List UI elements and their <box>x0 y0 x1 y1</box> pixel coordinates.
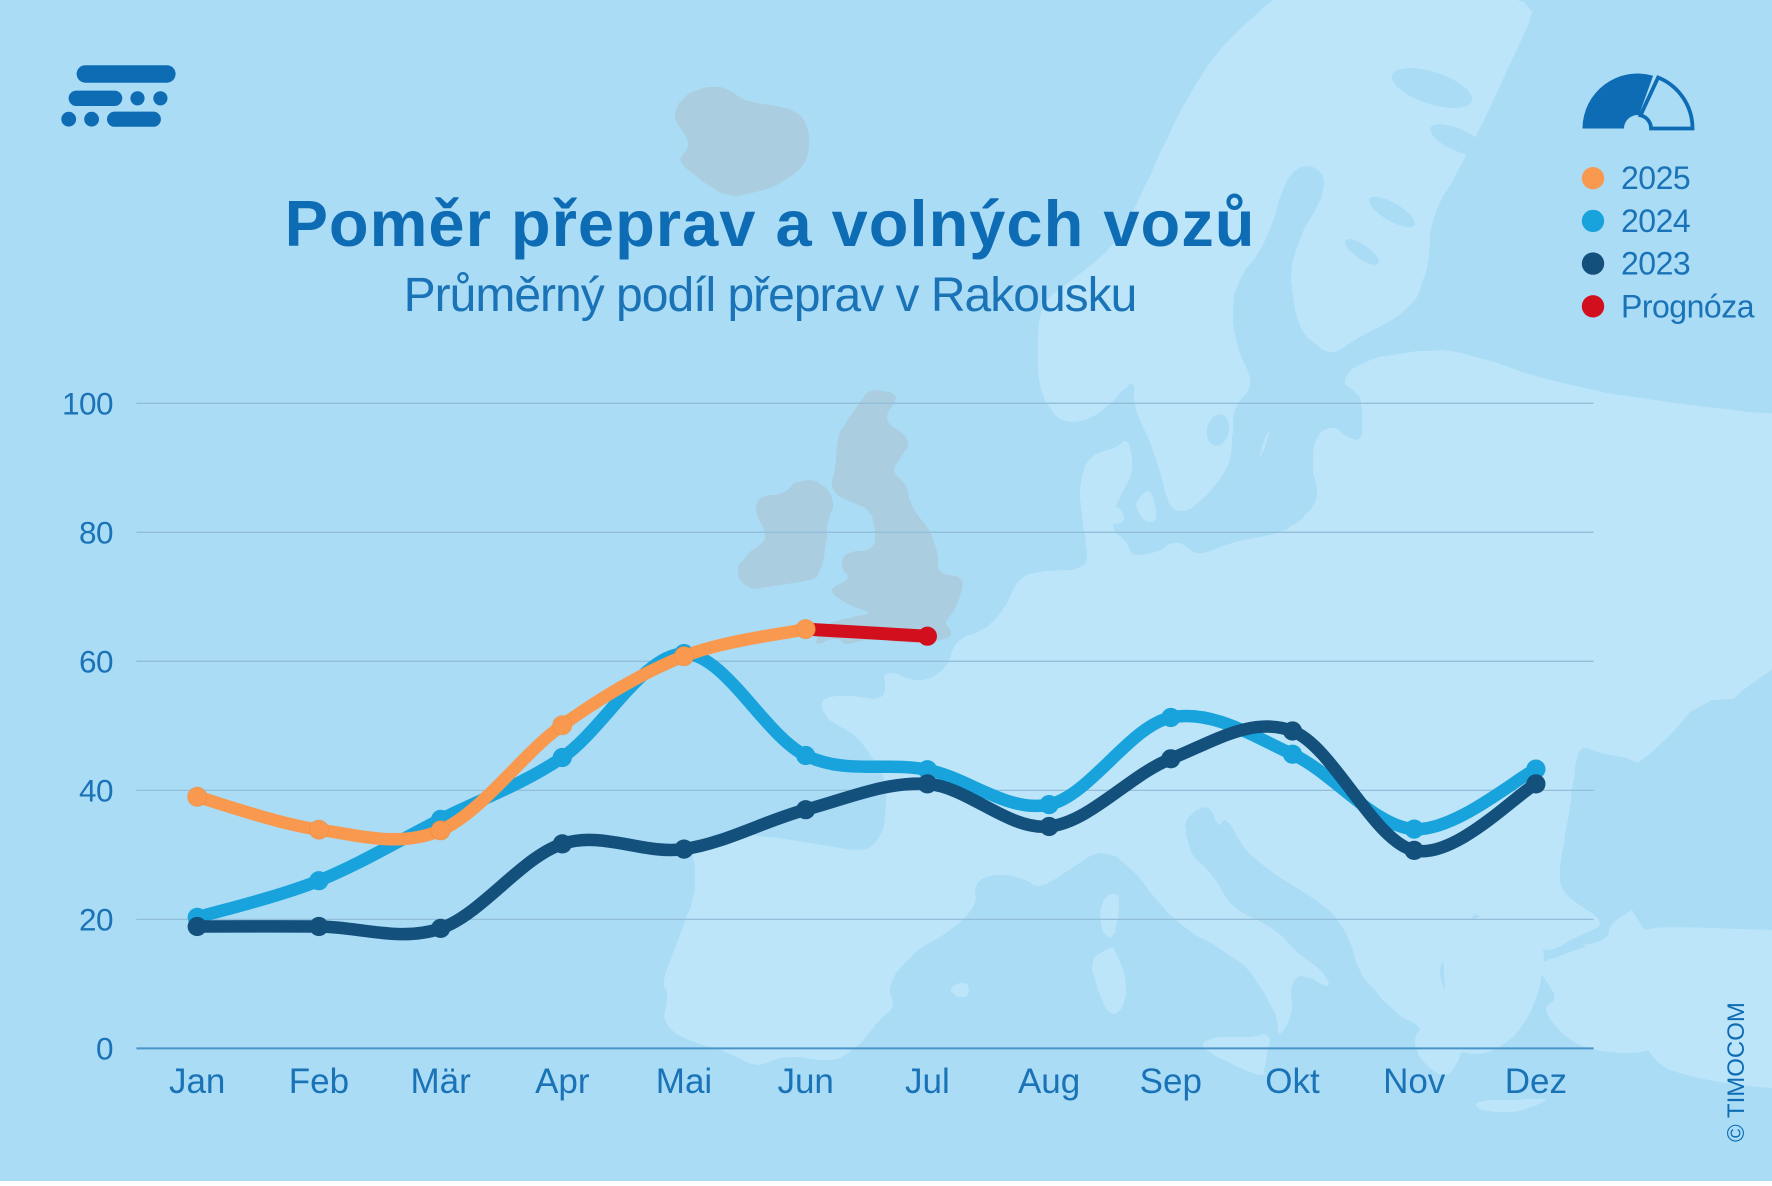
svg-text:80: 80 <box>79 514 113 550</box>
svg-text:Sep: Sep <box>1140 1062 1202 1101</box>
svg-text:Mai: Mai <box>656 1062 712 1101</box>
svg-text:Apr: Apr <box>535 1062 590 1101</box>
svg-text:Jun: Jun <box>777 1062 833 1101</box>
svg-text:Průměrný podíl přeprav v Rakou: Průměrný podíl přeprav v Rakousku <box>404 269 1137 322</box>
svg-text:2025: 2025 <box>1621 160 1690 196</box>
svg-text:60: 60 <box>79 643 113 679</box>
svg-text:Jul: Jul <box>905 1062 950 1101</box>
svg-text:© TIMOCOM: © TIMOCOM <box>1723 1002 1750 1142</box>
svg-text:0: 0 <box>96 1030 113 1066</box>
svg-text:2024: 2024 <box>1621 203 1690 239</box>
svg-text:20: 20 <box>79 901 113 937</box>
svg-text:Jan: Jan <box>169 1062 225 1101</box>
svg-text:Okt: Okt <box>1265 1062 1320 1101</box>
svg-text:Aug: Aug <box>1018 1062 1080 1101</box>
svg-text:Prognóza: Prognóza <box>1621 288 1755 324</box>
svg-text:2023: 2023 <box>1621 246 1690 282</box>
svg-text:Poměr přeprav a volných vozů: Poměr přeprav a volných vozů <box>285 187 1256 260</box>
svg-text:Mär: Mär <box>410 1062 471 1101</box>
svg-text:Feb: Feb <box>289 1062 349 1101</box>
svg-text:Dez: Dez <box>1505 1062 1567 1101</box>
svg-text:100: 100 <box>62 385 113 421</box>
svg-text:Nov: Nov <box>1383 1062 1446 1101</box>
svg-text:40: 40 <box>79 772 113 808</box>
